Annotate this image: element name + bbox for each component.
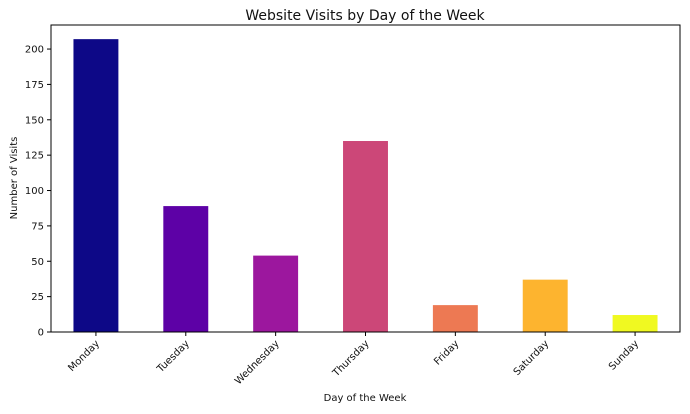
y-axis-ticks: 0 25 50 75 100 125 150 175 200 (25, 45, 51, 339)
y-axis-label: Number of Visits (9, 137, 20, 220)
x-tick-label-thursday: Thursday (330, 338, 371, 379)
y-tick-label: 200 (25, 45, 44, 56)
x-tick-label-friday: Friday (432, 338, 461, 367)
y-tick-label: 0 (38, 328, 44, 339)
x-tick-label-sunday: Sunday (607, 338, 641, 372)
y-tick-label: 75 (31, 221, 44, 232)
y-tick-label: 175 (25, 80, 44, 91)
y-tick-label: 25 (31, 292, 44, 303)
bar-series (73, 39, 658, 333)
bar-sunday (612, 315, 658, 332)
y-tick-label: 150 (25, 115, 44, 126)
bar-thursday (343, 141, 388, 332)
x-axis-label: Day of the Week (324, 393, 407, 404)
y-tick-label: 125 (25, 151, 44, 162)
x-axis-ticks: Monday Tuesday Wednesday Thursday Friday Satu… (66, 332, 641, 387)
bar-wednesday (253, 255, 299, 332)
y-tick-label: 100 (25, 186, 44, 197)
bar-saturday (522, 279, 568, 332)
x-tick-label-tuesday: Tuesday (155, 338, 192, 375)
plot-frame (50, 24, 681, 333)
y-tick-label: 50 (31, 257, 44, 268)
x-tick-label-monday: Monday (66, 338, 102, 374)
bar-friday (432, 305, 478, 332)
chart-title: Website Visits by Day of the Week (245, 8, 485, 24)
bar-tuesday (163, 206, 209, 332)
x-tick-label-wednesday: Wednesday (233, 338, 282, 387)
bar-monday (73, 39, 119, 333)
x-tick-label-saturday: Saturday (512, 338, 552, 378)
